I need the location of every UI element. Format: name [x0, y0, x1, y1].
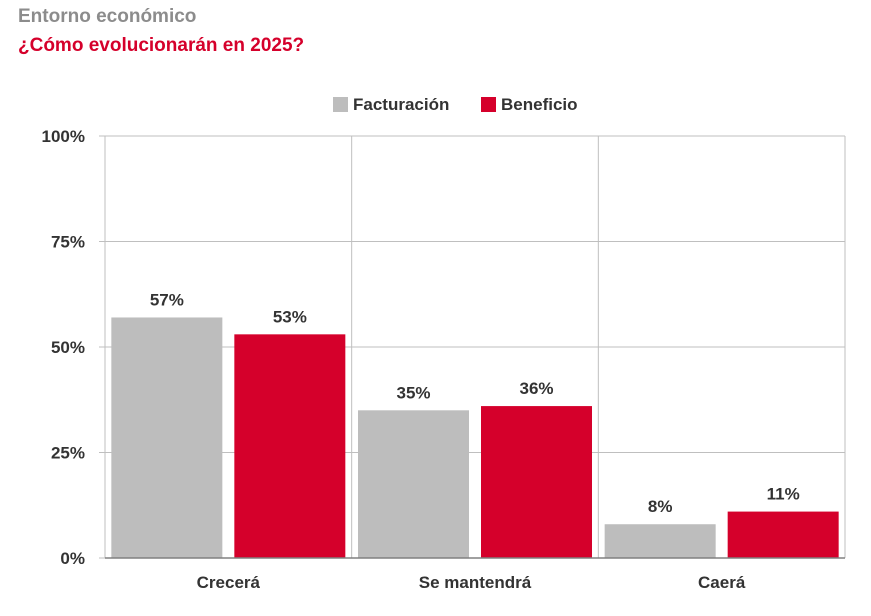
axes: 0% 25% 50% 75% 100% Crecerá Se mantendrá Caerá — [42, 127, 845, 592]
data-label: 36% — [519, 379, 553, 398]
bar-beneficio — [727, 511, 839, 558]
bar-beneficio — [234, 334, 346, 558]
y-tick-label: 25% — [51, 444, 85, 463]
legend-swatch-beneficio — [481, 97, 496, 112]
data-label: 57% — [150, 290, 184, 309]
bar-beneficio — [481, 406, 592, 558]
y-tick-label: 0% — [60, 549, 85, 568]
x-category-label: Se mantendrá — [419, 573, 532, 592]
data-label: 8% — [648, 497, 673, 516]
bar-facturacion — [111, 317, 223, 558]
data-labels: 57% 53% 35% 36% 8% 11% — [150, 290, 800, 516]
chart-supertitle: Entorno económico — [18, 6, 197, 27]
y-tick-label: 100% — [42, 127, 85, 146]
bar-facturacion — [358, 410, 469, 558]
y-tick-label: 50% — [51, 338, 85, 357]
legend-swatch-facturacion — [333, 97, 348, 112]
legend-label-beneficio: Beneficio — [501, 95, 578, 114]
legend: Facturación Beneficio — [333, 95, 578, 114]
bars — [111, 317, 839, 558]
chart-title: ¿Cómo evolucionarán en 2025? — [18, 35, 305, 56]
gridlines — [104, 135, 846, 558]
data-label: 11% — [767, 485, 800, 504]
x-category-label: Caerá — [698, 573, 746, 592]
legend-label-facturacion: Facturación — [353, 95, 449, 114]
x-category-label: Crecerá — [197, 573, 261, 592]
bar-facturacion — [604, 524, 716, 558]
data-label: 53% — [273, 307, 307, 326]
y-tick-label: 75% — [51, 233, 85, 252]
data-label: 35% — [396, 383, 430, 402]
